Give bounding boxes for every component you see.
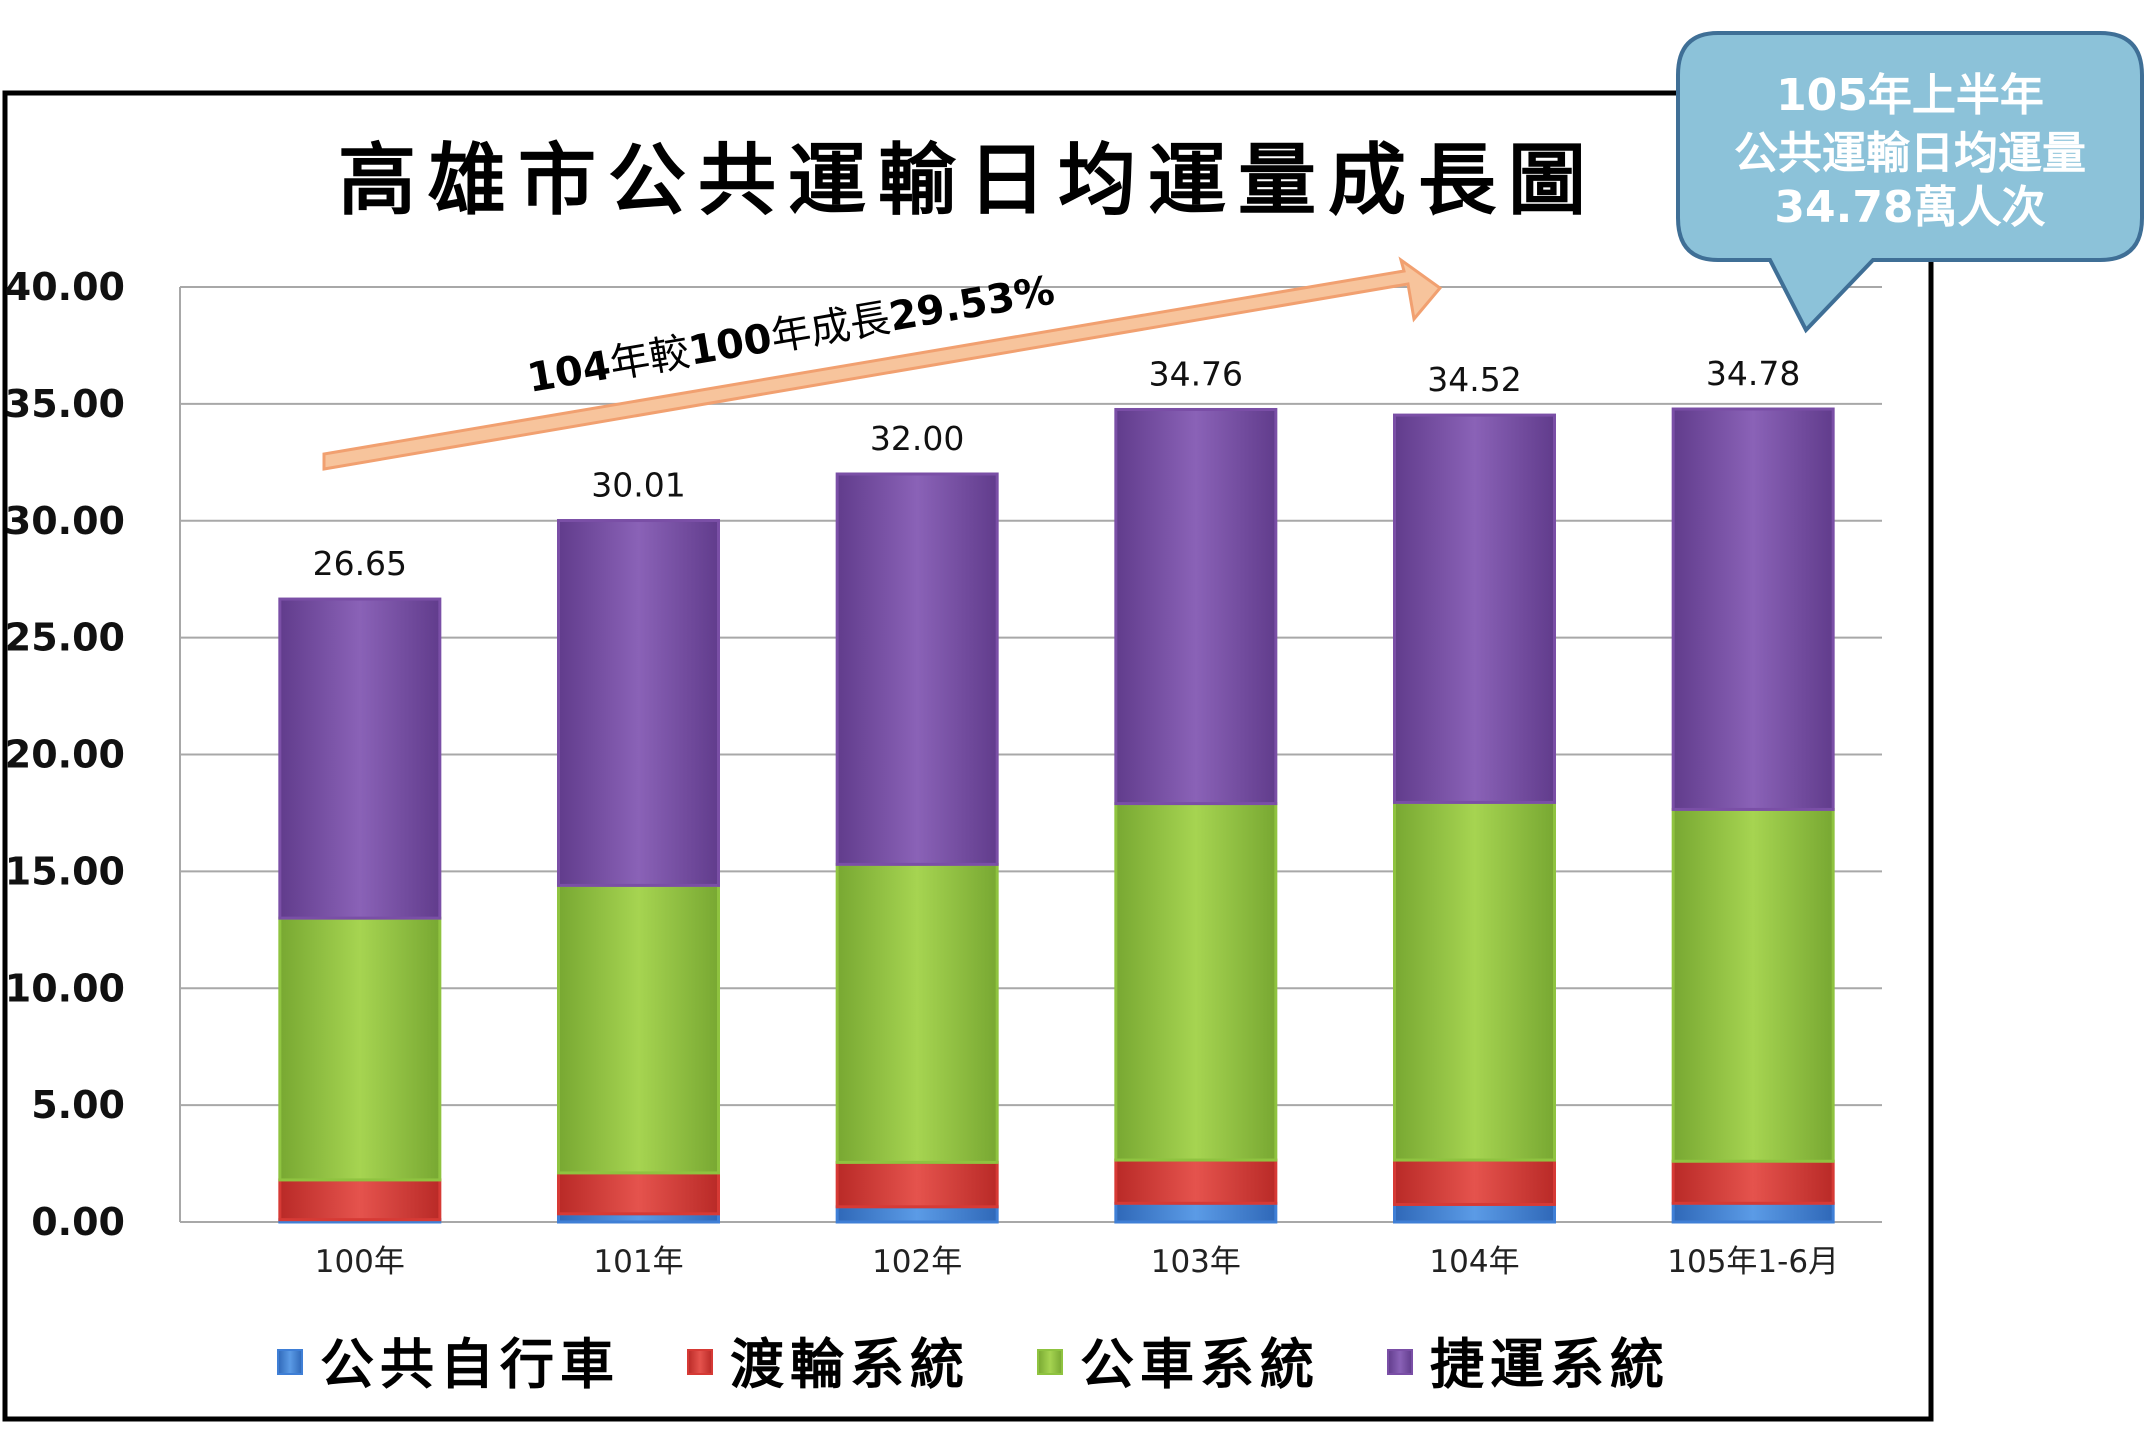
bar-segment (278, 1178, 442, 1222)
legend-label: 渡輪系統 (730, 1332, 970, 1396)
y-axis: 0.00 5.00 10.00 15.00 20.00 25.00 30.00 35.00 40… (5, 265, 125, 1244)
callout-bubble (1676, 31, 2144, 334)
bar-segment (557, 1171, 720, 1216)
chart-title: 高雄市公共運輸日均運量成長圖 (338, 135, 1598, 226)
legend-label: 公車系統 (1080, 1332, 1320, 1396)
y-tick-label: 25.00 (5, 616, 125, 660)
y-tick-label: 20.00 (5, 733, 125, 777)
bar-segment (835, 1160, 999, 1209)
total-label: 26.65 (313, 544, 407, 583)
y-tick-label: 35.00 (5, 382, 125, 426)
bar-segment (278, 597, 442, 920)
bar-segment (278, 916, 442, 1182)
legend-swatch (277, 1349, 303, 1375)
y-tick-label: 10.00 (5, 966, 125, 1010)
x-tick-label: 104年 (1429, 1244, 1519, 1280)
legend-label: 捷運系統 (1430, 1332, 1670, 1396)
bar-segment (1671, 1159, 1835, 1205)
bar-segment (1114, 802, 1278, 1162)
total-label: 34.52 (1427, 360, 1521, 399)
bar-segment (1393, 1202, 1556, 1224)
legend-swatch (1387, 1349, 1413, 1375)
y-tick-label: 0.00 (31, 1200, 125, 1244)
bar-segment (1671, 407, 1835, 811)
total-label: 34.78 (1706, 354, 1800, 393)
bar-segment (1114, 1158, 1278, 1205)
bars (278, 407, 1835, 1224)
x-tick-label: 105年1-6月 (1667, 1244, 1839, 1280)
total-labels: 26.65 30.01 32.00 34.76 34.52 34.78 (313, 354, 1801, 583)
bar-segment (1671, 807, 1835, 1163)
bar-segment (835, 862, 999, 1164)
y-tick-label: 40.00 (5, 265, 125, 309)
total-label: 30.01 (591, 466, 685, 505)
callout-line-2: 公共運輸日均運量 (1734, 128, 2086, 179)
bar-segment (557, 519, 720, 887)
bar-segment (1393, 413, 1556, 804)
callout: 105年上半年 公共運輸日均運量 34.78萬人次 (1676, 31, 2144, 334)
x-axis: 100年 101年 102年 103年 104年 105年1-6月 (315, 1244, 1839, 1280)
bar-segment (1114, 407, 1278, 806)
bar-segment (1393, 1158, 1556, 1206)
callout-line-1: 105年上半年 (1776, 70, 2044, 121)
x-tick-label: 100年 (315, 1244, 405, 1280)
bar-segment (1114, 1201, 1278, 1224)
legend-swatch (1037, 1349, 1063, 1375)
bar-segment (835, 1205, 999, 1224)
y-tick-label: 5.00 (31, 1083, 125, 1127)
bar-segment (1671, 1201, 1835, 1224)
x-tick-label: 102年 (872, 1244, 962, 1280)
legend-swatch (687, 1349, 713, 1375)
growth-arrow-shape (322, 256, 1443, 471)
y-tick-label: 15.00 (5, 849, 125, 893)
callout-line-3: 34.78萬人次 (1774, 182, 2045, 233)
total-label: 32.00 (870, 419, 964, 458)
bar-segment (557, 883, 720, 1175)
legend: 公共自行車 渡輪系統 公車系統 捷運系統 (277, 1332, 1670, 1396)
total-label: 34.76 (1149, 354, 1243, 393)
bar-segment (1393, 800, 1556, 1162)
bar-segment (835, 472, 999, 866)
x-tick-label: 103年 (1151, 1244, 1241, 1280)
y-tick-label: 30.00 (5, 499, 125, 543)
x-tick-label: 101年 (593, 1244, 683, 1280)
grid (179, 286, 1882, 1223)
legend-label: 公共自行車 (320, 1332, 620, 1396)
